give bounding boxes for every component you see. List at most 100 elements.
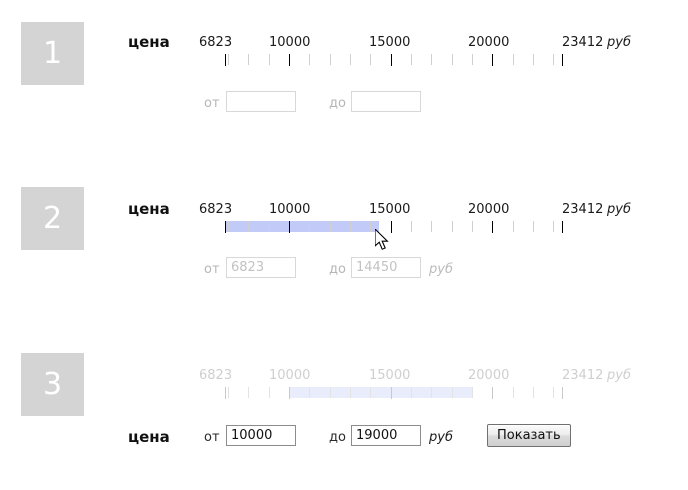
scale-tick-minor (533, 221, 534, 232)
scale-tick-minor (370, 387, 371, 398)
scale-tick-minor (330, 221, 331, 232)
scale-tick-minor (350, 221, 351, 232)
scale-tick-minor (553, 387, 554, 398)
unit-label-2: руб (429, 262, 453, 277)
unit-label-3: руб (429, 430, 453, 445)
slider-range-fill[interactable] (289, 387, 472, 398)
from-input-3[interactable] (226, 425, 296, 446)
scale-tick-minor (472, 54, 473, 65)
scale-tick-label: 23412 (562, 202, 604, 217)
scale-tick-minor (350, 54, 351, 65)
scale-tick-minor (228, 54, 229, 65)
to-label-1: до (329, 96, 346, 111)
scale-tick-major (289, 54, 290, 66)
step-badge-1: 1 (21, 22, 84, 85)
scale-tick-minor (330, 387, 331, 398)
scale-tick-minor (411, 54, 412, 65)
scale-tick-minor (309, 54, 310, 65)
scale-tick-major (391, 221, 392, 233)
scale-tick-major (492, 387, 493, 399)
scale-ruler-2[interactable] (0, 221, 688, 234)
scale-unit-label: руб (607, 202, 631, 217)
scale-tick-minor (309, 387, 310, 398)
to-input-2[interactable] (351, 257, 421, 278)
scale-tick-minor (452, 54, 453, 65)
scale-tick-major (562, 54, 563, 66)
scale-tick-major (225, 387, 226, 399)
step-badge-2: 2 (21, 187, 84, 250)
scale-ruler-3[interactable] (0, 387, 688, 400)
scale-tick-minor (533, 387, 534, 398)
scale-tick-minor (431, 221, 432, 232)
scale-tick-major (289, 387, 290, 399)
scale-tick-major (225, 54, 226, 66)
scale-tick-label: 10000 (269, 368, 311, 383)
to-input-3[interactable] (351, 425, 421, 446)
scale-tick-label: 20000 (468, 368, 510, 383)
scale-tick-minor (472, 387, 473, 398)
scale-labels-1: 6823 10000 15000 20000 23412 руб (0, 35, 688, 53)
scale-tick-minor (553, 54, 554, 65)
scale-tick-label: 20000 (468, 35, 510, 50)
scale-tick-minor (228, 221, 229, 232)
scale-tick-minor (370, 221, 371, 232)
scale-tick-label: 10000 (269, 202, 311, 217)
scale-tick-minor (431, 54, 432, 65)
from-label-1: от (204, 96, 220, 111)
scale-tick-label: 15000 (369, 35, 411, 50)
scale-ruler-1[interactable] (0, 54, 688, 67)
scale-tick-minor (513, 387, 514, 398)
step-row-1: 1 цена 6823 10000 15000 20000 23412 руб от до (0, 0, 688, 170)
scale-labels-2: 6823 10000 15000 20000 23412 руб (0, 202, 688, 220)
scale-tick-minor (431, 387, 432, 398)
scale-tick-label: 6823 (199, 368, 233, 383)
from-label-3: от (204, 430, 220, 445)
scale-labels-3: 6823 10000 15000 20000 23412 руб (0, 368, 688, 386)
scale-tick-minor (269, 221, 270, 232)
scale-tick-label: 15000 (369, 202, 411, 217)
scale-unit-label: руб (607, 368, 631, 383)
scale-tick-minor (533, 54, 534, 65)
scale-tick-minor (269, 54, 270, 65)
scale-tick-major (562, 387, 563, 399)
to-label-2: до (329, 262, 346, 277)
from-input-1[interactable] (226, 91, 296, 112)
scale-tick-minor (472, 221, 473, 232)
scale-tick-minor (330, 54, 331, 65)
from-input-2[interactable] (226, 257, 296, 278)
scale-tick-minor (553, 221, 554, 232)
scale-tick-major (289, 221, 290, 233)
scale-tick-minor (248, 387, 249, 398)
price-label-3: цена (128, 428, 170, 446)
scale-tick-label: 6823 (199, 202, 233, 217)
price-label-1: цена (128, 33, 170, 51)
scale-tick-major (391, 387, 392, 399)
scale-tick-minor (228, 387, 229, 398)
scale-tick-minor (452, 221, 453, 232)
scale-tick-minor (248, 221, 249, 232)
price-label-2: цена (128, 200, 170, 218)
scale-tick-label: 6823 (199, 35, 233, 50)
scale-tick-minor (513, 221, 514, 232)
submit-button[interactable]: Показать (487, 424, 571, 447)
scale-unit-label: руб (607, 35, 631, 50)
scale-tick-major (562, 221, 563, 233)
to-input-1[interactable] (351, 91, 421, 112)
scale-tick-major (492, 221, 493, 233)
scale-tick-label: 15000 (369, 368, 411, 383)
scale-tick-major (391, 54, 392, 66)
slider-range-fill[interactable] (224, 221, 380, 232)
from-label-2: от (204, 262, 220, 277)
scale-tick-minor (350, 387, 351, 398)
scale-tick-minor (411, 221, 412, 232)
scale-tick-label: 10000 (269, 35, 311, 50)
scale-tick-minor (309, 221, 310, 232)
scale-tick-label: 23412 (562, 368, 604, 383)
scale-tick-label: 23412 (562, 35, 604, 50)
scale-tick-major (225, 221, 226, 233)
scale-tick-minor (411, 387, 412, 398)
to-label-3: до (329, 430, 346, 445)
